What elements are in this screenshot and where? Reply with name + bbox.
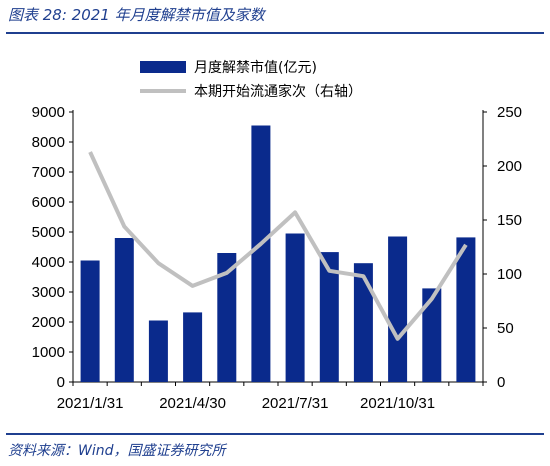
bar-2 xyxy=(114,238,134,382)
y-left-tick-label: 1000 xyxy=(32,344,65,361)
y-left-tick-labels: 0 1000 2000 3000 4000 5000 6000 7000 8000 9000 xyxy=(32,104,73,391)
figure-title: 图表 28: 2021 年月度解禁市值及家数 xyxy=(8,6,265,24)
bar-1 xyxy=(80,260,100,382)
y-right-tick-label: 50 xyxy=(497,320,514,337)
x-tick-label: 2021/4/30 xyxy=(159,395,226,412)
bar-10 xyxy=(388,236,408,382)
bar-4 xyxy=(183,312,203,382)
legend-bar-swatch xyxy=(140,61,186,73)
y-left-tick-label: 5000 xyxy=(32,224,65,241)
bar-11 xyxy=(422,288,442,382)
y-left-tick-label: 7000 xyxy=(32,164,65,181)
y-left-tick-label: 3000 xyxy=(32,284,65,301)
y-left-tick-label: 6000 xyxy=(32,194,65,211)
title-divider xyxy=(6,32,544,34)
bar-7 xyxy=(285,233,305,382)
y-right-tick-label: 250 xyxy=(497,104,522,121)
y-left-tick-label: 2000 xyxy=(32,314,65,331)
bar-3 xyxy=(148,320,168,382)
chart-legend: 月度解禁市值(亿元) 本期开始流通家次（右轴） xyxy=(140,59,362,100)
y-right-tick-label: 200 xyxy=(497,158,522,175)
line-series xyxy=(88,151,468,341)
bar-8 xyxy=(319,252,339,382)
footer-divider xyxy=(6,433,544,435)
source-note: 资料来源：Wind，国盛证券研究所 xyxy=(8,443,226,459)
x-tick-labels: 2021/1/31 2021/4/30 2021/7/31 2021/10/31 xyxy=(57,382,484,412)
y-left-tick-label: 9000 xyxy=(32,104,65,121)
y-right-tick-label: 0 xyxy=(497,374,505,391)
y-left-tick-label: 4000 xyxy=(32,254,65,271)
x-tick-label: 2021/1/31 xyxy=(57,395,124,412)
legend-bar-label: 月度解禁市值(亿元) xyxy=(194,59,317,76)
bar-12 xyxy=(456,237,476,382)
y-right-tick-label: 100 xyxy=(497,266,522,283)
x-tick-label: 2021/10/31 xyxy=(360,395,435,412)
y-right-tick-label: 150 xyxy=(497,212,522,229)
bar-6 xyxy=(251,125,271,382)
bar-5 xyxy=(217,253,237,382)
y-right-tick-labels: 0 50 100 150 200 250 xyxy=(483,104,522,391)
bar-9 xyxy=(353,263,373,382)
legend-line-label: 本期开始流通家次（右轴） xyxy=(194,83,362,100)
y-left-tick-label: 0 xyxy=(57,374,65,391)
y-left-tick-label: 8000 xyxy=(32,134,65,151)
x-tick-label: 2021/7/31 xyxy=(262,395,329,412)
bar-series xyxy=(80,125,476,382)
